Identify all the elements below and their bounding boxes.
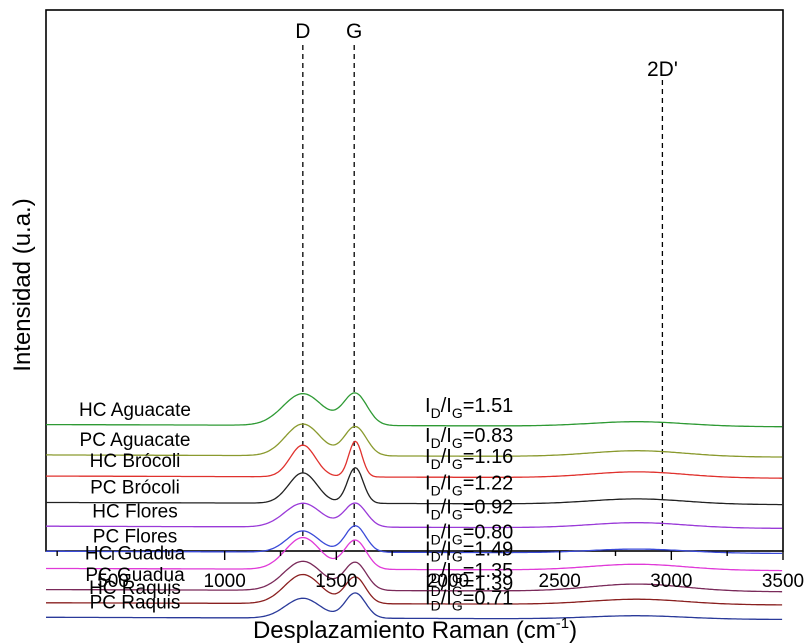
series-name-label: PC Flores [93,526,177,547]
series-name-label: HC Flores [92,501,178,522]
spectrum-line [46,440,783,479]
x-tick-label: 3500 [762,571,804,592]
x-tick-label: 500 [97,571,129,592]
x-axis: 500 1000 1500 2000 2500 3000 3500 [56,551,804,592]
series-name-label: HC Raquis [89,578,181,599]
spectrum-line [46,466,783,506]
spectrum-line [46,560,783,593]
series-name-label: PC Raquis [90,592,181,613]
ratio-label: ID/IG=0.92 [425,496,513,522]
peak-label: 2D' [647,58,678,81]
series-name-label: PC Guadua [85,565,185,586]
labels-layer: HC Aguacate ID/IG=1.51 PC Aguacate ID/IG=0.… [79,395,513,614]
spectrum-line [46,592,783,621]
spectrum-line [46,573,783,606]
series-name-label: PC Brócoli [90,478,180,499]
ratio-label: ID/IG=1.51 [425,395,513,421]
series-layer [46,392,783,621]
ratio-label: ID/IG=1.22 [425,473,513,499]
ratio-label: ID/IG=0.71 [425,587,513,613]
series-name-label: HC Aguacate [79,400,191,421]
ratio-label: ID/IG=0.83 [425,425,513,451]
series-name-label: HC Brócoli [90,451,181,472]
spectrum-line [46,502,783,529]
series-name-label: PC Aguacate [80,430,191,451]
ratio-label: ID/IG=0.80 [425,521,513,547]
ratio-label: ID/IG=1.16 [425,446,513,472]
spectrum-line [46,423,783,458]
peak-label: D [295,20,310,43]
x-axis-title: Desplazamiento Raman (cm-1) [253,615,577,643]
x-tick-label: 1000 [204,571,246,592]
peak-label: G [346,20,362,43]
ratio-label: ID/IG=1.35 [425,560,513,586]
series-name-label: HC Guadua [85,544,186,565]
plot-frame [45,9,784,552]
reference-lines: D G 2D' [295,20,678,545]
spectrum-line [46,392,783,428]
spectrum-line [46,536,783,572]
y-axis-title: Intensidad (u.a.) [9,198,36,371]
ratio-label: ID/IG=1.39 [425,573,513,599]
x-tick-label: 3000 [650,571,692,592]
x-tick-label: 2000 [427,571,469,592]
x-tick-label: 2500 [539,571,581,592]
x-tick-label: 1500 [315,571,357,592]
ratio-label: ID/IG=1.49 [425,539,513,565]
